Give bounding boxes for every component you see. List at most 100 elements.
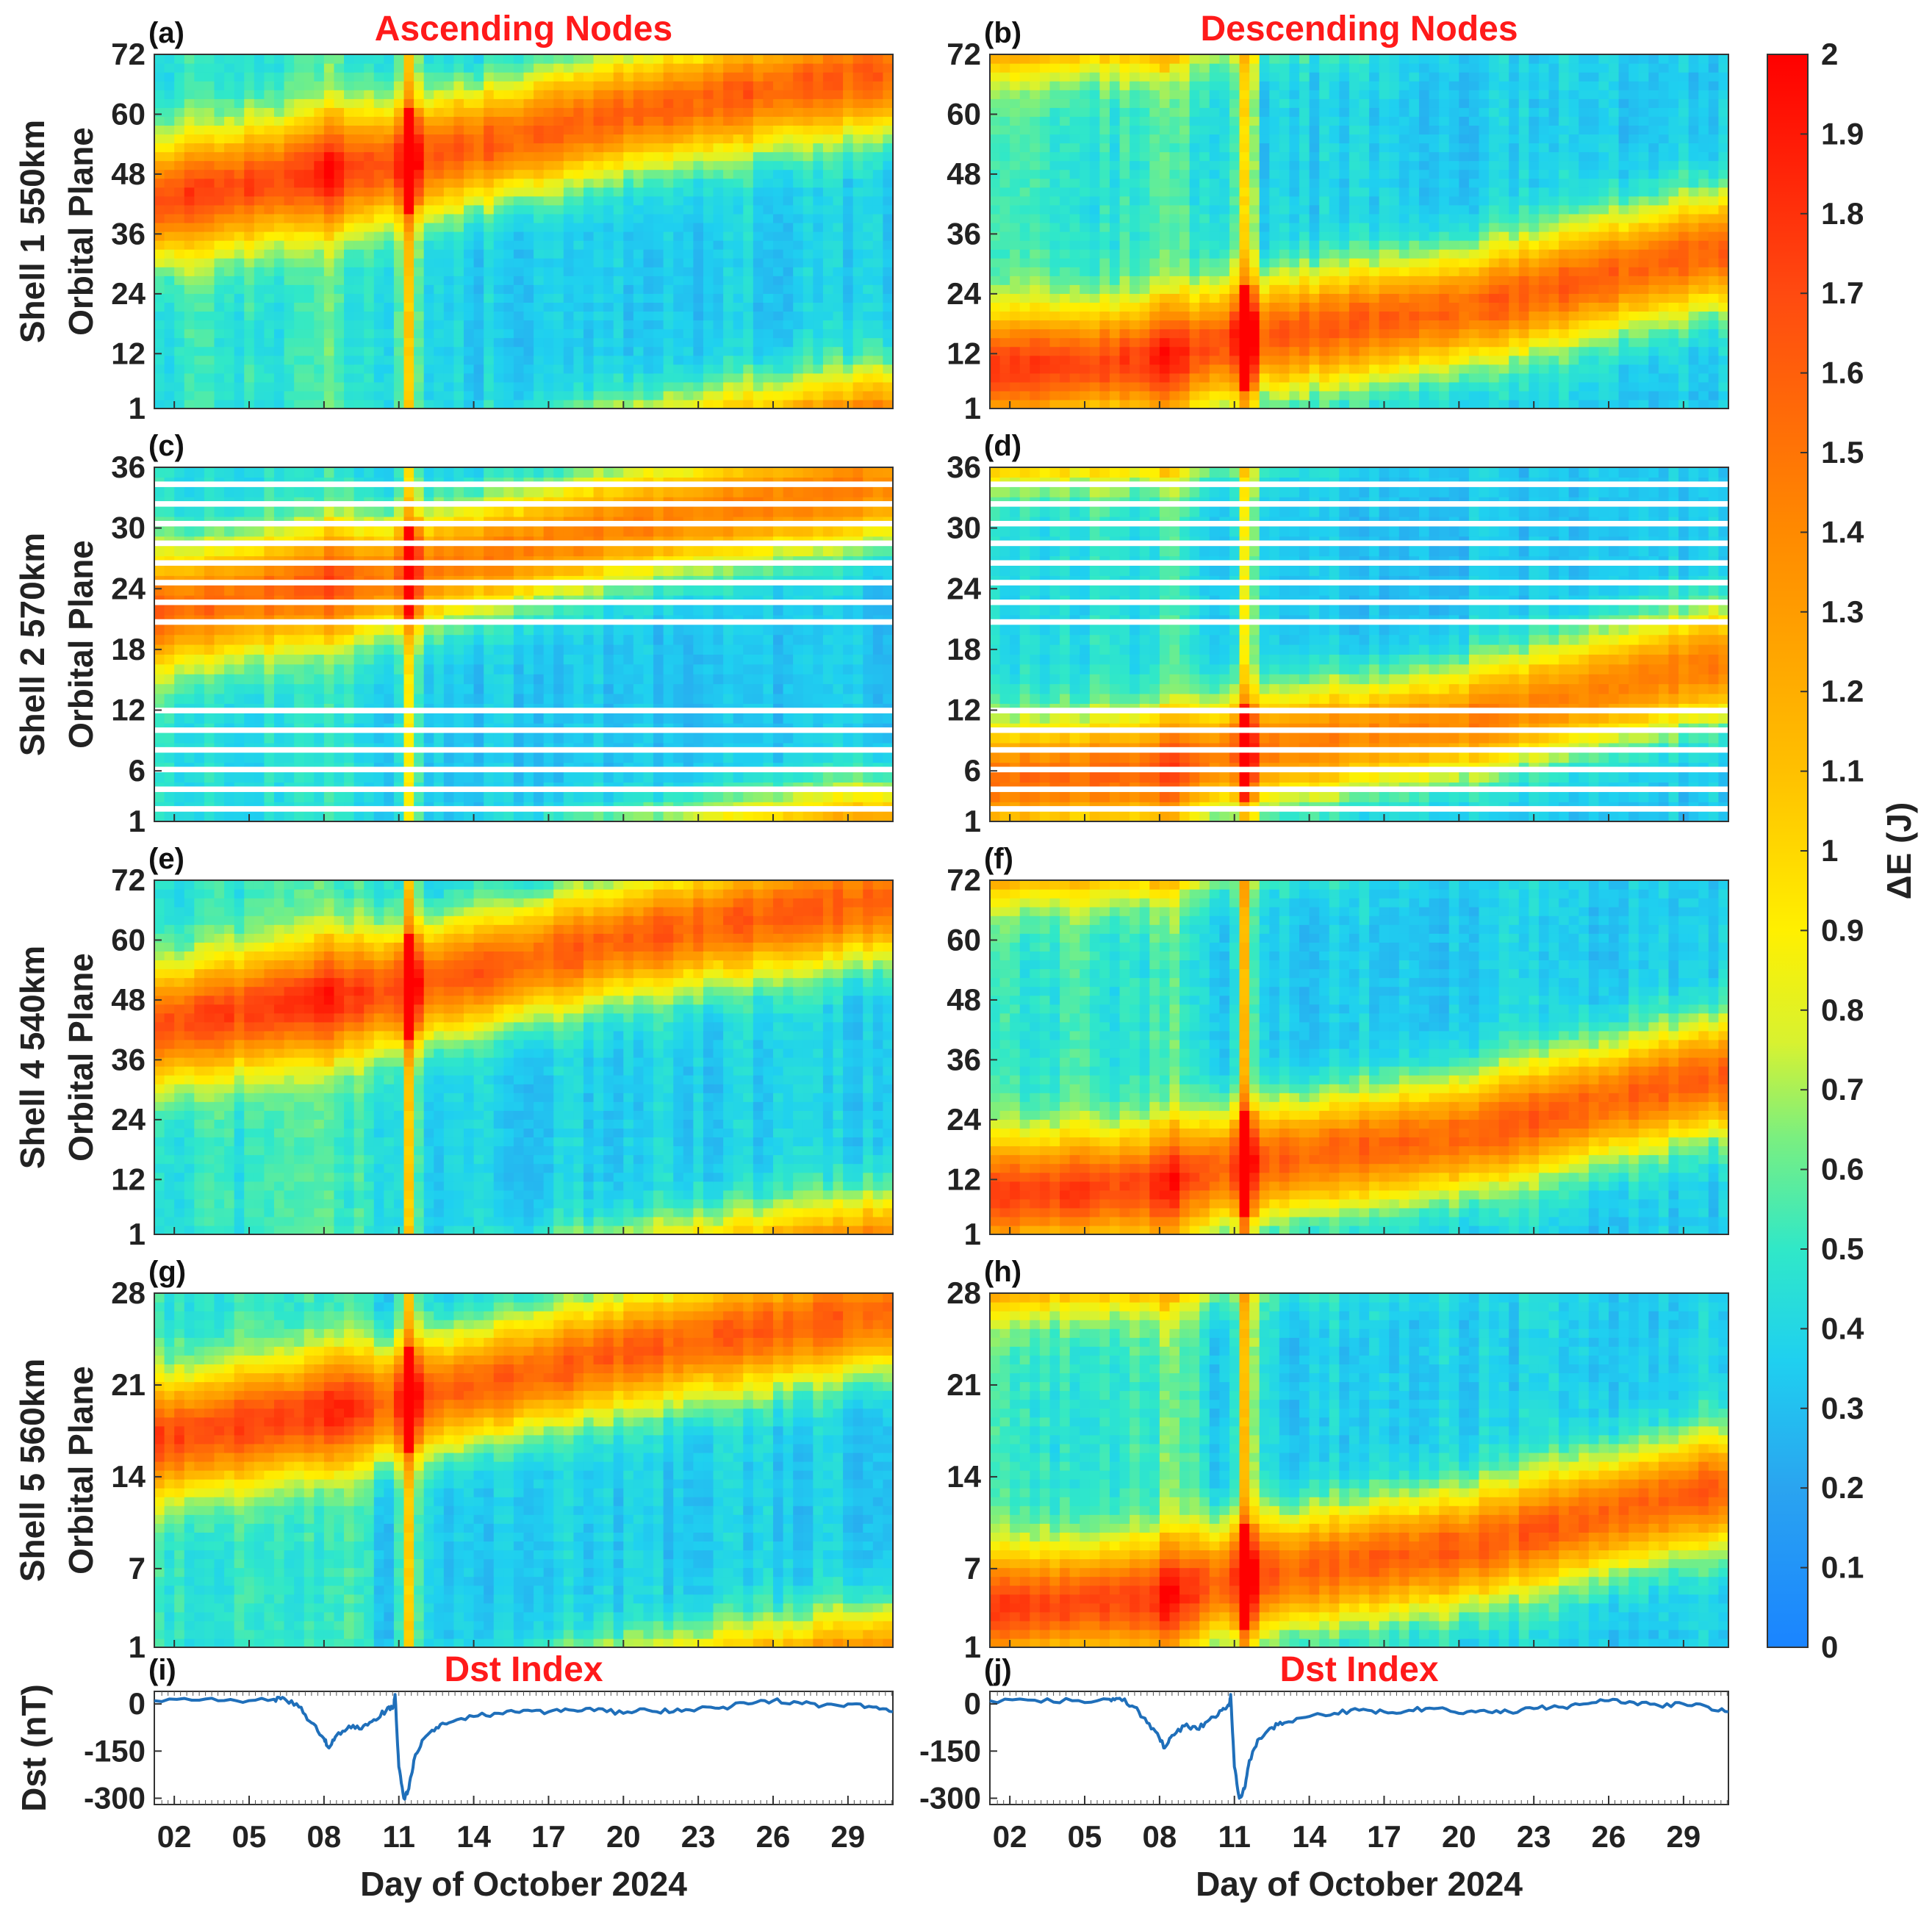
heat-cell: [990, 231, 1001, 241]
heat-cell: [1099, 249, 1110, 259]
heat-cell: [1559, 222, 1570, 232]
heat-cell: [334, 311, 345, 321]
heat-cell: [1479, 204, 1490, 215]
heat-cell: [990, 337, 1001, 348]
heat-cell: [434, 337, 445, 348]
heat-cell: [204, 143, 215, 153]
heat-cell: [1568, 169, 1579, 179]
heat-cell: [353, 54, 365, 64]
heat-cell: [763, 276, 774, 285]
heat-cell: [314, 249, 325, 259]
heat-cell: [1409, 311, 1420, 321]
heat-cell: [633, 125, 644, 135]
heat-cell: [523, 195, 534, 206]
heat-cell: [184, 249, 195, 259]
heat-cell: [663, 81, 674, 90]
heat-cell: [623, 355, 634, 365]
heat-cell: [473, 337, 484, 348]
heat-cell: [583, 311, 595, 321]
heat-cell: [1708, 284, 1720, 294]
heat-cell: [1398, 337, 1410, 348]
heat-cell: [154, 320, 165, 330]
heat-cell: [743, 72, 754, 82]
heat-cell: [304, 213, 315, 223]
heat-cell: [613, 125, 624, 135]
heat-cell: [254, 107, 265, 117]
heat-cell: [264, 328, 275, 339]
heat-cell: [583, 355, 595, 365]
heat-cell: [1309, 328, 1320, 339]
heat-cell: [1618, 302, 1629, 312]
heat-cell: [353, 231, 365, 241]
heat-cell: [1349, 240, 1360, 250]
heat-cell: [443, 293, 455, 303]
heat-cell: [334, 213, 345, 223]
heat-cell: [1459, 320, 1470, 330]
heat-cell: [364, 399, 375, 409]
heat-cell: [683, 160, 694, 170]
heat-cell: [813, 346, 824, 356]
heat-cell: [1668, 258, 1679, 267]
heat-cell: [1538, 240, 1550, 250]
heat-cell: [1509, 302, 1520, 312]
heat-cell: [1579, 258, 1590, 267]
heat-cell: [214, 249, 225, 259]
heat-cell: [503, 54, 514, 64]
heat-cell: [613, 276, 624, 285]
heat-cell: [1398, 311, 1410, 321]
heat-cell: [154, 311, 165, 321]
heat-cell: [1518, 320, 1529, 330]
heat-cell: [493, 328, 504, 339]
heat-cell: [563, 195, 574, 206]
heat-cell: [1538, 267, 1550, 276]
heat-cell: [1588, 249, 1600, 259]
heat-cell: [1239, 267, 1250, 276]
heat-cell: [583, 195, 595, 206]
heat-cell: [194, 381, 205, 392]
heat-cell: [523, 169, 534, 179]
heat-cell: [673, 320, 684, 330]
heat-cell: [1678, 355, 1689, 365]
heat-cell: [573, 240, 584, 250]
heat-cell: [1529, 240, 1540, 250]
heat-cell: [773, 81, 784, 90]
heat-cell: [1209, 267, 1220, 276]
heat-cell: [174, 320, 185, 330]
heat-cell: [1269, 276, 1280, 285]
heat-cell: [1060, 302, 1071, 312]
heat-cell: [1658, 195, 1670, 206]
heat-cell: [783, 160, 794, 170]
heat-cell: [403, 54, 414, 64]
heat-cell: [434, 390, 445, 400]
heat-cell: [1069, 267, 1080, 276]
heat-cell: [1609, 320, 1620, 330]
heat-cell: [653, 195, 664, 206]
heat-cell: [174, 390, 185, 400]
heat-cell: [1609, 231, 1620, 241]
heat-cell: [164, 284, 175, 294]
heat-cell: [364, 98, 375, 108]
heat-cell: [693, 160, 704, 170]
heat-cell: [273, 134, 285, 144]
heat-cell: [1529, 337, 1540, 348]
heat-cell: [1069, 293, 1080, 303]
heat-cell: [384, 178, 395, 188]
heat-cell: [284, 81, 295, 90]
heat-cell: [164, 222, 175, 232]
heat-cell: [164, 390, 175, 400]
heat-cell: [1668, 373, 1679, 383]
heat-cell: [1439, 258, 1450, 267]
heat-cell: [1628, 390, 1640, 400]
heat-cell: [464, 125, 475, 135]
heat-cell: [743, 213, 754, 223]
heat-cell: [593, 302, 604, 312]
heat-cell: [1429, 187, 1440, 197]
heat-cell: [773, 381, 784, 392]
heat-cell: [1398, 178, 1410, 188]
heat-cell: [1309, 373, 1320, 383]
heat-cell: [833, 328, 844, 339]
heat-cell: [863, 63, 874, 73]
heat-cell: [1060, 240, 1071, 250]
heat-cell: [403, 373, 414, 383]
heat-cell: [403, 302, 414, 312]
